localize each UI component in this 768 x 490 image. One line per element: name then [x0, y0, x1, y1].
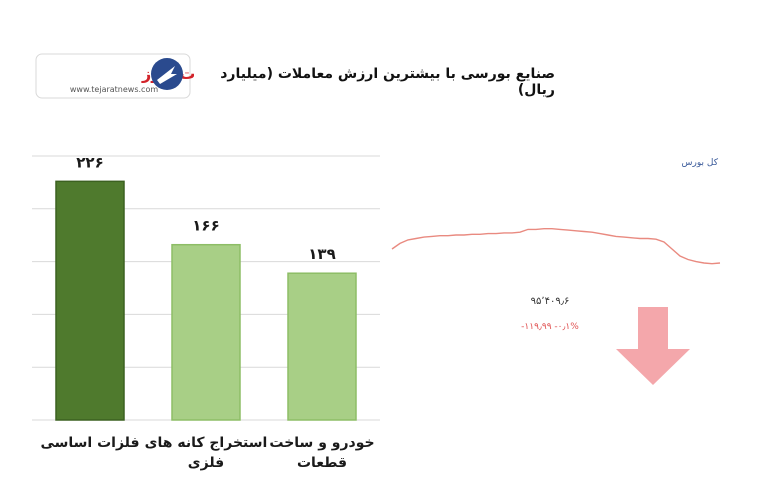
category-labels: فلزات اساسی استخراج کانه های فلزی خودرو و س…: [40, 435, 374, 471]
index-value: ۹۵٬۴۰۹٫۶: [531, 296, 570, 307]
bar: [171, 243, 241, 421]
category-label: فلزات اساسی: [40, 435, 139, 451]
category-label: فلزی: [188, 455, 224, 471]
value-label: ۲۲۶: [76, 153, 103, 171]
down-arrow-icon: [616, 307, 690, 385]
bar: [287, 272, 357, 421]
bar: [55, 180, 125, 421]
category-label: استخراج کانه های: [145, 435, 268, 451]
value-label: ۱۶۶: [192, 217, 219, 235]
index-line: [391, 227, 721, 265]
category-label: خودرو و ساخت: [269, 435, 374, 451]
value-labels: ۲۲۶ ۱۶۶ ۱۳۹: [76, 153, 335, 263]
index-label: کل بورس: [682, 158, 719, 168]
tejaratnews-logo: تجارت نیوز www.tejaratnews.com: [34, 52, 228, 102]
chart-title: صنایع بورسی با بیشترین ارزش معاملات (میل…: [220, 66, 555, 98]
bars-group: [55, 180, 357, 421]
logo-url: www.tejaratnews.com: [70, 85, 158, 94]
value-label: ۱۳۹: [308, 245, 335, 263]
category-label: قطعات: [297, 455, 347, 471]
index-change: -۱۱۹٫۹۹ -۰٫۱%: [521, 322, 579, 332]
